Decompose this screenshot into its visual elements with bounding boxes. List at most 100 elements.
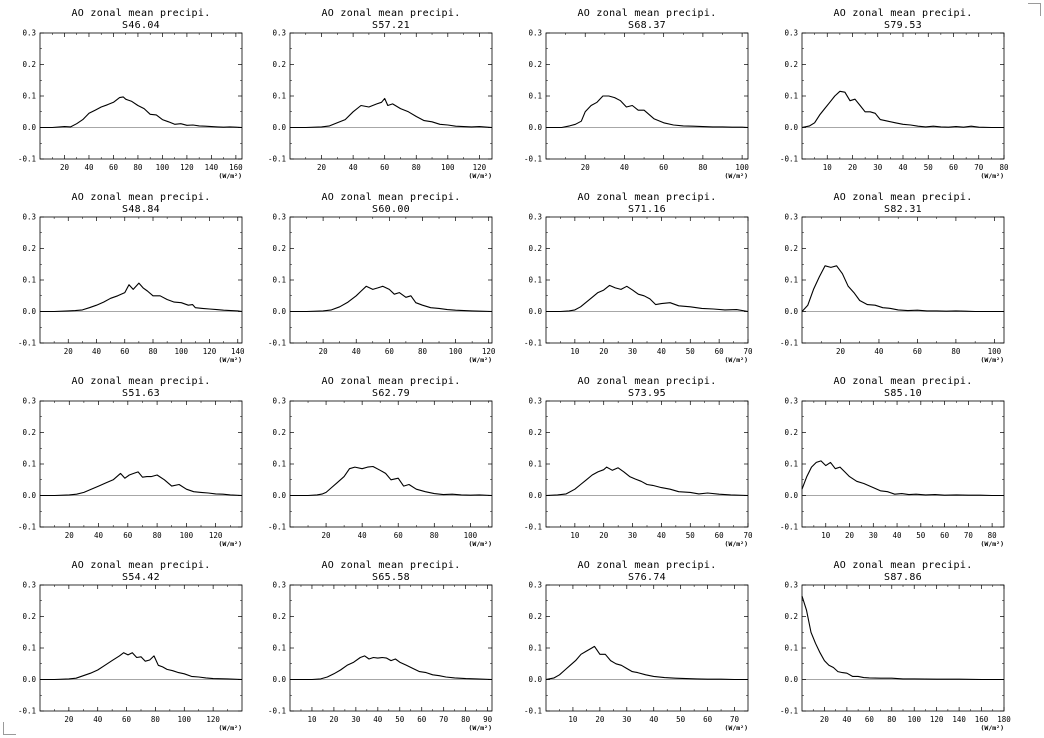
x-tick-label: 30	[873, 163, 883, 172]
series-line	[546, 284, 749, 313]
chart-title: AO zonal mean precipi.	[577, 8, 716, 19]
x-tick-label: 20	[599, 531, 609, 540]
y-tick-label: 0.2	[528, 60, 542, 69]
y-tick-label: 0.2	[22, 244, 36, 253]
x-tick-label: 160	[975, 715, 989, 724]
x-tick-label: 60	[123, 531, 133, 540]
x-tick-label: 70	[974, 163, 984, 172]
x-tick-label: 10	[570, 531, 580, 540]
y-tick-label: 0.0	[22, 123, 36, 132]
x-tick-label: 30	[622, 715, 632, 724]
y-tick-label: 0.1	[272, 460, 286, 469]
y-tick-label: 0.1	[528, 460, 542, 469]
x-unit-label: (W/m²)	[469, 172, 492, 180]
chart-title: AO zonal mean precipi.	[833, 192, 972, 203]
plot-frame	[801, 32, 1005, 160]
x-unit-label: (W/m²)	[981, 356, 1004, 364]
chart-panel-2: AO zonal mean precipi.S57.21 -0.1 0.0 0.1 0.…	[268, 8, 493, 180]
chart-subtitle: S82.31	[884, 204, 922, 215]
x-tick-label: 30	[869, 531, 879, 540]
x-tick-label: 60	[380, 163, 390, 172]
x-tick-label: 40	[874, 347, 884, 356]
chart-subtitle: S73.95	[628, 388, 666, 399]
series-line	[290, 97, 493, 129]
y-tick-label: 0.1	[784, 460, 798, 469]
x-tick-label: 40	[649, 715, 659, 724]
x-tick-label: 100	[156, 163, 170, 172]
chart-title: AO zonal mean precipi.	[71, 560, 210, 571]
x-unit-label: (W/m²)	[469, 356, 492, 364]
x-tick-label: 80	[999, 163, 1009, 172]
y-tick-label: -0.1	[524, 155, 542, 164]
y-tick-label: 0.1	[784, 276, 798, 285]
y-tick-label: 0.3	[784, 213, 798, 222]
y-tick-label: 0.1	[528, 276, 542, 285]
y-tick-label: 0.1	[22, 460, 36, 469]
y-tick-label: 0.1	[22, 276, 36, 285]
x-tick-label: 160	[229, 163, 243, 172]
y-tick-label: 0.2	[272, 428, 286, 437]
y-tick-label: 0.1	[784, 92, 798, 101]
plot-frame	[289, 32, 493, 160]
chart-subtitle: S68.37	[628, 20, 666, 31]
chart-panel-3: AO zonal mean precipi.S68.37 -0.1 0.0 0.1 0.…	[524, 8, 749, 180]
x-tick-label: 20	[595, 715, 605, 724]
y-tick-label: -0.1	[780, 339, 798, 348]
x-tick-label: 50	[924, 163, 934, 172]
series-line	[40, 652, 243, 681]
y-tick-label: 0.0	[272, 307, 286, 316]
y-tick-label: 0.3	[528, 397, 542, 406]
x-tick-label: 140	[952, 715, 966, 724]
chart-subtitle: S62.79	[372, 388, 410, 399]
chart-title: AO zonal mean precipi.	[833, 8, 972, 19]
chart-title: AO zonal mean precipi.	[833, 376, 972, 387]
y-tick-label: -0.1	[268, 155, 286, 164]
x-tick-label: 80	[153, 531, 163, 540]
x-tick-label: 60	[913, 347, 923, 356]
x-tick-label: 70	[439, 715, 449, 724]
y-tick-label: -0.1	[18, 707, 36, 716]
x-tick-label: 90	[483, 715, 493, 724]
chart-panel-15: AO zonal mean precipi.S76.74 -0.1 0.0 0.1 0.…	[524, 560, 749, 732]
y-tick-label: -0.1	[268, 523, 286, 532]
x-tick-label: 50	[686, 347, 696, 356]
y-tick-label: 0.2	[784, 612, 798, 621]
x-tick-label: 80	[418, 347, 428, 356]
x-unit-label: (W/m²)	[219, 724, 242, 732]
x-tick-label: 40	[620, 163, 630, 172]
x-tick-label: 60	[385, 347, 395, 356]
y-tick-label: -0.1	[780, 523, 798, 532]
x-tick-label: 20	[836, 347, 846, 356]
y-tick-label: 0.0	[528, 491, 542, 500]
series-line	[290, 465, 493, 497]
x-tick-label: 20	[848, 163, 858, 172]
x-unit-label: (W/m²)	[981, 172, 1004, 180]
x-unit-label: (W/m²)	[219, 356, 242, 364]
x-tick-label: 70	[743, 531, 753, 540]
y-tick-label: 0.2	[784, 60, 798, 69]
y-tick-label: -0.1	[18, 339, 36, 348]
y-tick-label: -0.1	[524, 523, 542, 532]
x-tick-label: 120	[473, 163, 487, 172]
chart-panel-14: AO zonal mean precipi.S65.58 -0.1 0.0 0.1 0.…	[268, 560, 493, 732]
y-tick-label: 0.0	[22, 491, 36, 500]
x-tick-label: 20	[820, 715, 830, 724]
x-tick-label: 80	[461, 715, 471, 724]
x-tick-label: 40	[349, 163, 359, 172]
chart-title: AO zonal mean precipi.	[321, 192, 460, 203]
x-tick-label: 10	[568, 715, 578, 724]
x-tick-label: 70	[964, 531, 974, 540]
chart-subtitle: S71.16	[628, 204, 666, 215]
x-tick-label: 20	[317, 163, 327, 172]
chart-subtitle: S57.21	[372, 20, 410, 31]
x-unit-label: (W/m²)	[219, 540, 242, 548]
x-tick-label: 30	[628, 531, 638, 540]
series-line	[546, 95, 749, 129]
x-tick-label: 100	[180, 531, 194, 540]
x-tick-label: 180	[997, 715, 1011, 724]
x-unit-label: (W/m²)	[219, 172, 242, 180]
y-tick-label: 0.0	[528, 675, 542, 684]
x-tick-label: 120	[203, 347, 217, 356]
series-line	[545, 466, 749, 497]
